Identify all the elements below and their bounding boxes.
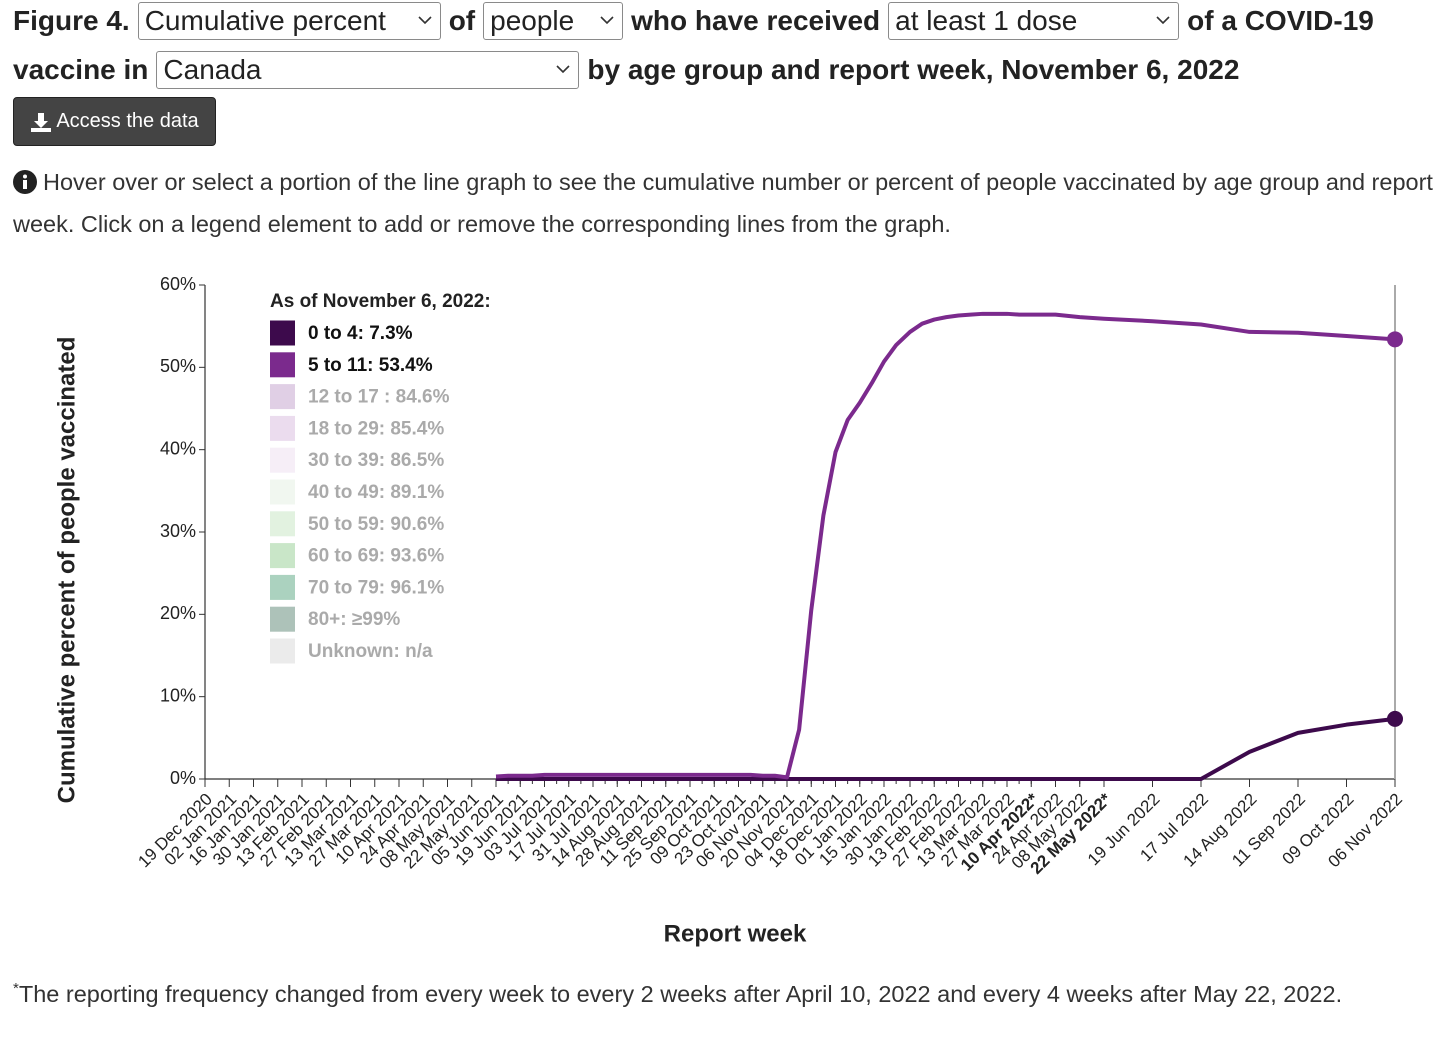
y-tick-label: 40%	[160, 438, 196, 458]
legend-swatch[interactable]	[270, 543, 295, 569]
population-select[interactable]: people	[483, 2, 624, 40]
legend-label[interactable]: 70 to 79: 96.1%	[308, 577, 444, 598]
legend-label[interactable]: 5 to 11: 53.4%	[308, 355, 433, 376]
chevron	[418, 16, 432, 25]
y-tick-label: 60%	[160, 274, 196, 294]
title-text: who have received	[631, 5, 881, 36]
end-point	[1387, 331, 1403, 348]
info-icon	[13, 170, 37, 194]
figure-title-line: Figure 4. Cumulative percent of people w…	[13, 0, 1374, 42]
legend-swatch[interactable]	[270, 479, 295, 505]
legend-label[interactable]: 30 to 39: 86.5%	[308, 450, 444, 471]
download-icon	[31, 112, 52, 132]
chart: Report week Cumulative percent of people…	[53, 274, 1406, 948]
legend-title: As of November 6, 2022:	[270, 291, 491, 312]
measure-select[interactable]: Cumulative percent	[137, 2, 441, 40]
y-tick-label: 50%	[160, 356, 196, 376]
chevron	[1156, 16, 1170, 25]
y-tick-label: 0%	[170, 768, 196, 788]
footnote-mark: *	[13, 980, 19, 997]
select-value: at least 1 dose	[895, 5, 1078, 36]
legend-swatch[interactable]	[270, 447, 295, 473]
title-text: of a COVID-19	[1187, 5, 1374, 36]
footnote-text: The reporting frequency changed from eve…	[18, 980, 1343, 1007]
legend-swatch[interactable]	[270, 384, 295, 410]
x-axis-label: Report week	[664, 920, 807, 947]
chevron	[556, 65, 570, 74]
series-line	[495, 311, 1396, 780]
info-message: Hover over or select a portion of the li…	[13, 169, 1433, 237]
y-tick-label: 10%	[160, 685, 196, 705]
dose-select[interactable]: at least 1 dose	[888, 2, 1180, 40]
legend-label[interactable]: 0 to 4: 7.3%	[308, 323, 413, 344]
legend-swatch[interactable]	[270, 606, 295, 632]
legend-swatch[interactable]	[270, 574, 295, 600]
y-tick-label: 30%	[160, 521, 196, 541]
legend-label[interactable]: 12 to 17 : 84.6%	[308, 387, 450, 408]
legend-label[interactable]: Unknown: n/a	[308, 641, 433, 662]
y-tick-label: 20%	[160, 603, 196, 623]
title-text: of	[448, 5, 476, 36]
select-value: people	[490, 5, 575, 36]
legend-label[interactable]: 80+: ≥99%	[308, 609, 400, 630]
region-select[interactable]: Canada	[156, 51, 580, 89]
legend-swatch[interactable]	[270, 511, 295, 537]
chevron	[600, 16, 614, 25]
access-data-button[interactable]: Access the data	[13, 97, 216, 146]
legend-label[interactable]: 50 to 59: 90.6%	[308, 514, 444, 535]
title-text: vaccine in	[13, 54, 149, 85]
figure-label: Figure 4.	[13, 5, 130, 36]
button-label: Access the data	[56, 110, 199, 132]
legend-swatch[interactable]	[270, 638, 295, 664]
select-value: Cumulative percent	[144, 5, 386, 36]
y-axis-label: Cumulative percent of people vaccinated	[53, 337, 80, 804]
select-value: Canada	[163, 54, 262, 85]
footnote: *The reporting frequency changed from ev…	[13, 968, 1453, 1015]
end-point	[1387, 710, 1403, 727]
legend-label[interactable]: 40 to 49: 89.1%	[308, 482, 444, 503]
series-line	[496, 716, 1396, 781]
legend-swatch[interactable]	[270, 352, 295, 378]
legend-label[interactable]: 18 to 29: 85.4%	[308, 418, 444, 439]
figure-title-line: vaccine in Canada by age group and repor…	[13, 49, 1239, 91]
legend-swatch[interactable]	[270, 320, 295, 346]
legend-label[interactable]: 60 to 69: 93.6%	[308, 546, 444, 567]
title-text: by age group and report week, November 6…	[587, 54, 1240, 85]
info-text: Hover over or select a portion of the li…	[13, 161, 1448, 245]
legend-swatch[interactable]	[270, 415, 295, 441]
